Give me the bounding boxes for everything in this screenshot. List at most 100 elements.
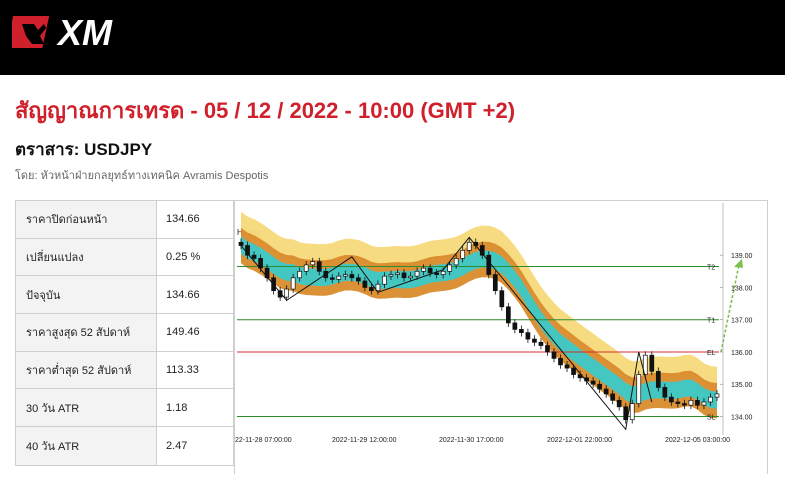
candle-body bbox=[251, 254, 257, 259]
stat-label: ราคาต่ำสุด 52 สัปดาห์ bbox=[16, 351, 157, 389]
candle-body bbox=[369, 287, 374, 292]
candle-body bbox=[538, 341, 544, 346]
candle-body bbox=[649, 354, 655, 372]
projection-arrow bbox=[720, 264, 740, 353]
candle-body bbox=[434, 272, 439, 275]
y-tick-label: 136.00 bbox=[731, 350, 753, 357]
xm-logo[interactable]: XM bbox=[12, 12, 137, 52]
candle-body bbox=[303, 264, 309, 272]
projection-arrowhead bbox=[734, 258, 743, 268]
stat-value: 2.47 bbox=[166, 439, 188, 452]
candle-body bbox=[688, 400, 694, 406]
candle-body bbox=[603, 388, 609, 395]
x-tick-label: 2022-12-01 22:00:00 bbox=[547, 437, 612, 444]
candle-body bbox=[623, 406, 629, 421]
level-tag-t1: T1 bbox=[707, 318, 715, 325]
candle-body bbox=[505, 306, 511, 324]
table-row: เปลี่ยนแปลง 0.25 % bbox=[16, 238, 233, 277]
candle-body bbox=[558, 358, 563, 366]
candle-body bbox=[453, 258, 459, 266]
candle-body bbox=[421, 267, 426, 272]
stat-value: 1.18 bbox=[166, 401, 188, 414]
table-row: ราคาปิดก่อนหน้า 134.66 bbox=[16, 201, 233, 239]
candle-body bbox=[525, 332, 531, 340]
candle-body bbox=[590, 380, 596, 385]
price-chart: Hourly139.00138.00137.00136.00135.00134.… bbox=[234, 200, 768, 474]
candle-body bbox=[336, 275, 342, 280]
candle-body bbox=[662, 387, 668, 398]
candle-body bbox=[629, 403, 635, 421]
stat-label: ปัจจุบัน bbox=[16, 276, 157, 314]
candle-body bbox=[642, 354, 648, 375]
candle-body bbox=[310, 261, 316, 266]
stats-table: ราคาปิดก่อนหน้า 134.66 เปลี่ยนแปลง 0.25 % … bbox=[15, 200, 234, 466]
stat-value: 134.66 bbox=[166, 213, 200, 226]
stat-label: 40 วัน ATR bbox=[16, 427, 157, 465]
candle-body bbox=[701, 401, 707, 406]
candle-body bbox=[408, 275, 413, 279]
brand-text: XM bbox=[56, 12, 113, 52]
stat-value: 134.66 bbox=[166, 288, 200, 301]
candle-body bbox=[636, 374, 642, 404]
stat-value: 0.25 % bbox=[166, 251, 201, 264]
candle-body bbox=[597, 383, 602, 390]
candle-body bbox=[447, 264, 453, 272]
candle-body bbox=[427, 267, 433, 274]
candle-body bbox=[466, 241, 472, 251]
top-bar: XM bbox=[0, 0, 785, 75]
candle-body bbox=[616, 400, 622, 408]
candle-body bbox=[284, 288, 289, 298]
candle-body bbox=[395, 272, 400, 275]
candle-body bbox=[492, 274, 498, 292]
candle-body bbox=[532, 338, 537, 343]
candle-body bbox=[714, 393, 720, 398]
level-tag-sl: SL bbox=[707, 414, 716, 421]
chart-svg: Hourly139.00138.00137.00136.00135.00134.… bbox=[235, 203, 753, 444]
stat-value: 113.33 bbox=[166, 364, 199, 377]
candle-body bbox=[571, 367, 576, 375]
candle-body bbox=[695, 400, 700, 406]
stat-label: ราคาปิดก่อนหน้า bbox=[16, 201, 157, 238]
table-row: 30 วัน ATR 1.18 bbox=[16, 389, 233, 428]
candle-body bbox=[297, 270, 303, 279]
level-tag-el: EL bbox=[707, 350, 716, 357]
candle-body bbox=[329, 277, 335, 280]
candle-body bbox=[382, 275, 387, 285]
candle-body bbox=[675, 401, 681, 404]
candle-body bbox=[349, 274, 355, 279]
candle-body bbox=[375, 283, 381, 292]
stat-label: เปลี่ยนแปลง bbox=[16, 238, 157, 276]
stat-label: 30 วัน ATR bbox=[16, 389, 157, 427]
candle-body bbox=[388, 274, 394, 277]
zigzag-pattern bbox=[240, 236, 653, 431]
candle-body bbox=[362, 280, 368, 288]
table-row: 40 วัน ATR 2.47 bbox=[16, 427, 233, 465]
candle-body bbox=[564, 364, 570, 369]
x-tick-label: 2022-12-05 03:00:00 bbox=[665, 437, 730, 444]
candle-body bbox=[545, 345, 550, 353]
candle-body bbox=[356, 277, 361, 282]
candle-body bbox=[414, 270, 420, 277]
candle-body bbox=[258, 258, 263, 269]
candle-body bbox=[238, 241, 244, 246]
candle-body bbox=[499, 290, 505, 308]
candle-body bbox=[440, 270, 446, 275]
table-row: ราคาต่ำสุด 52 สัปดาห์ 113.33 bbox=[16, 351, 233, 390]
level-tag-t2: T2 bbox=[707, 264, 715, 271]
page-title: สัญญาณการเทรด - 05 / 12 / 2022 - 10:00 (… bbox=[15, 98, 516, 123]
candle-body bbox=[486, 254, 492, 275]
y-tick-label: 134.00 bbox=[731, 414, 753, 421]
candle-body bbox=[551, 351, 557, 359]
table-row: ปัจจุบัน 134.66 bbox=[16, 276, 233, 315]
y-tick-label: 137.00 bbox=[731, 318, 753, 325]
ma-band-outer bbox=[241, 211, 717, 387]
instrument-label: ตราสาร: USDJPY bbox=[15, 140, 153, 159]
candle-body bbox=[264, 267, 270, 279]
stat-label: ราคาสูงสุด 52 สัปดาห์ bbox=[16, 314, 157, 351]
table-row: ราคาสูงสุด 52 สัปดาห์ 149.46 bbox=[16, 314, 233, 352]
candle-body bbox=[519, 329, 524, 333]
candle-body bbox=[316, 261, 322, 272]
candle-body bbox=[655, 370, 661, 388]
candle-body bbox=[401, 272, 407, 279]
candle-body bbox=[610, 393, 616, 401]
